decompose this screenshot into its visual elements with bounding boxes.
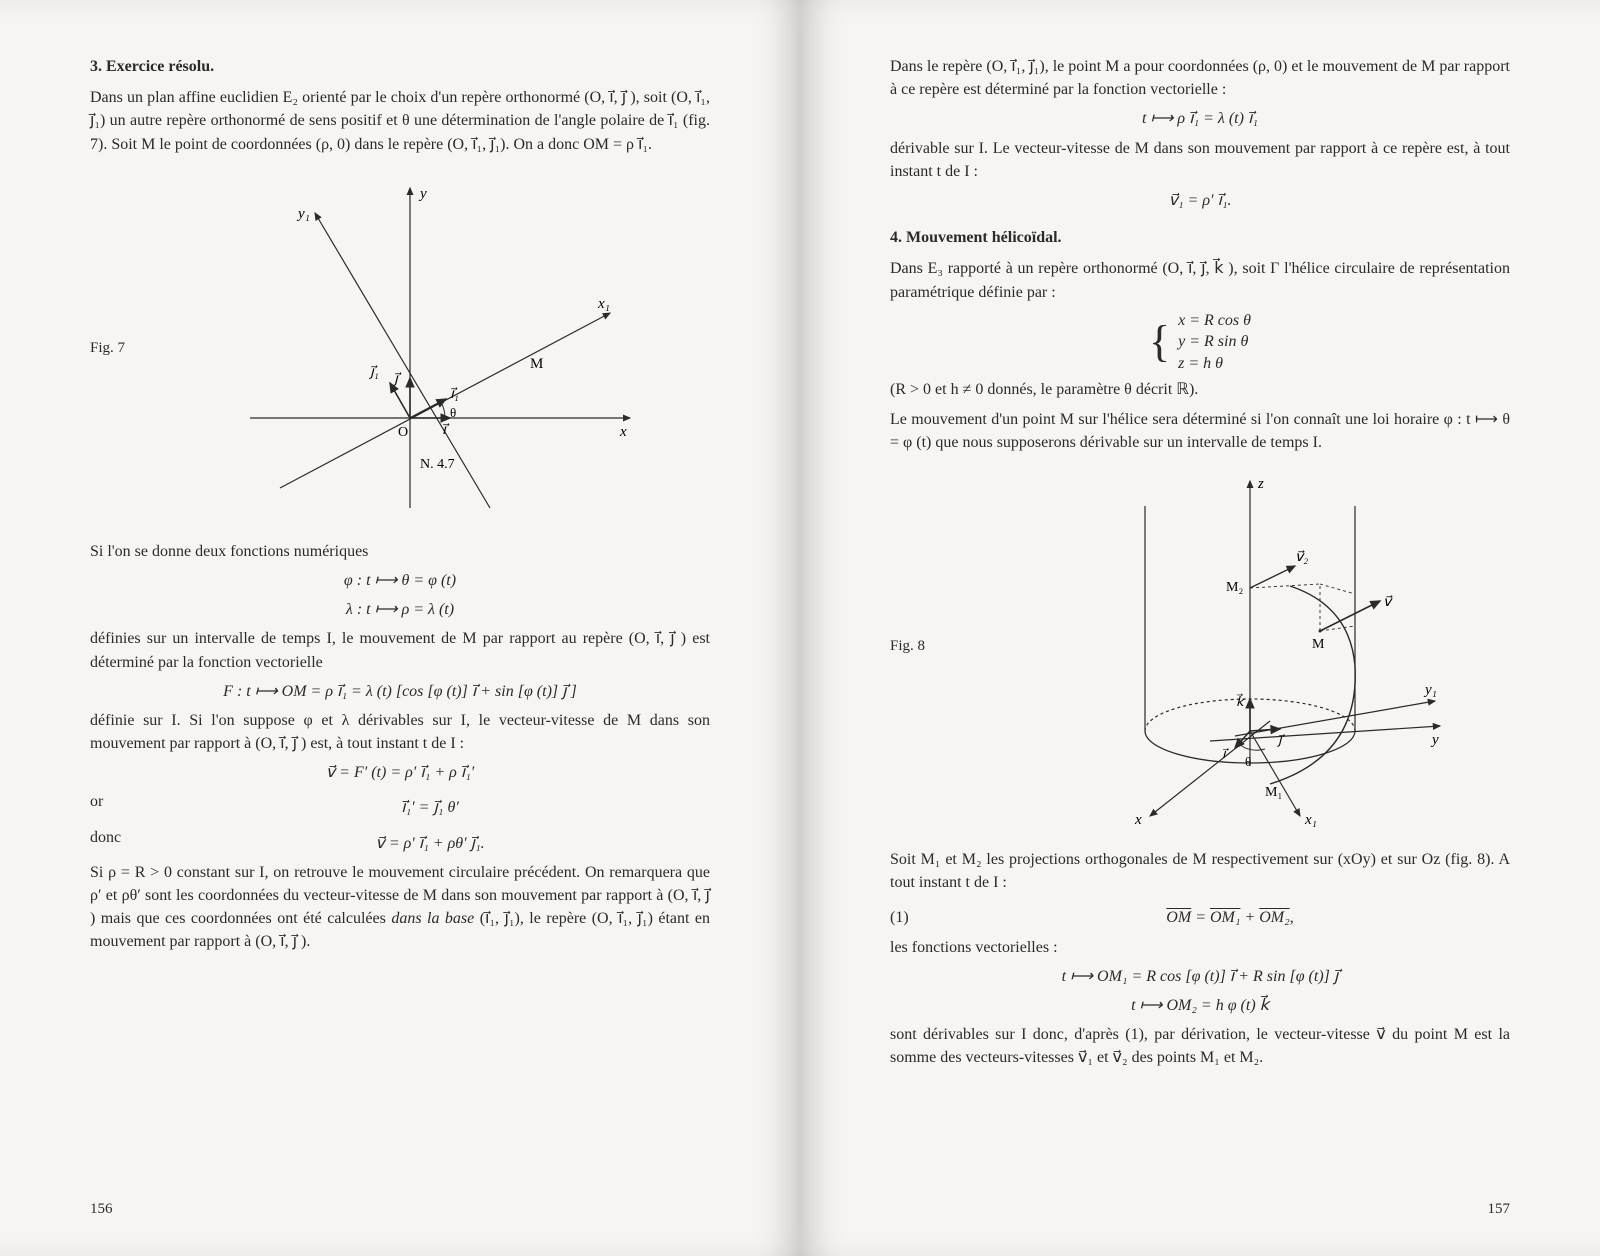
right-p4: (R > 0 et h ≠ 0 donnés, le paramètre θ d… — [890, 378, 1510, 401]
svg-text:k⃗: k⃗ — [1236, 694, 1246, 709]
left-p2: Si l'on se donne deux fonctions numériqu… — [90, 540, 710, 563]
or-label: or — [90, 790, 150, 825]
svg-text:M₁: M₁ — [1265, 785, 1282, 800]
right-p7: les fonctions vectorielles : — [890, 936, 1510, 959]
eq-F: F : t ⟼ OM = ρ i⃗₁ = λ (t) [cos [φ (t)] … — [90, 680, 710, 703]
section-4-title: 4. Mouvement hélicoïdal. — [890, 226, 1510, 249]
svg-text:j⃗: j⃗ — [1277, 732, 1285, 747]
eq-tag-1: (1) — [890, 906, 950, 929]
right-p2: dérivable sur I. Le vecteur-vitesse de M… — [890, 137, 1510, 183]
left-p1: Dans un plan affine euclidien E₂ orienté… — [90, 86, 710, 156]
figure-7: Fig. 7 y x x₁ y₁ O i⃗ j⃗ — [90, 168, 710, 528]
svg-text:y₁: y₁ — [1423, 682, 1437, 698]
system-eq: { x = R cos θ y = R sin θ z = h θ — [890, 310, 1510, 375]
page-right: Dans le repère (O, i⃗₁, j⃗₁), le point M… — [800, 0, 1600, 1256]
left-p4: définie sur I. Si l'on suppose φ et λ dé… — [90, 709, 710, 755]
svg-text:θ: θ — [450, 405, 456, 420]
page-num-left: 156 — [90, 1199, 113, 1221]
figure-8: Fig. 8 z y x y₁ — [890, 466, 1510, 836]
svg-text:y₁: y₁ — [296, 206, 310, 222]
right-eq5: t ⟼ OM₂ = h φ (t) k⃗ — [890, 994, 1510, 1017]
sys1: x = R cos θ — [1178, 310, 1251, 332]
eq-phi: φ : t ⟼ θ = φ (t) — [90, 569, 710, 592]
right-p1: Dans le repère (O, i⃗₁, j⃗₁), le point M… — [890, 55, 1510, 101]
svg-text:x₁: x₁ — [597, 296, 610, 312]
right-p6: Soit M₁ et M₂ les projections orthogonal… — [890, 848, 1510, 894]
sys2: y = R sin θ — [1178, 331, 1251, 353]
right-p5: Le mouvement d'un point M sur l'hélice s… — [890, 408, 1510, 454]
right-eq1: t ⟼ ρ i⃗₁ = λ (t) i⃗₁ — [890, 107, 1510, 130]
page-num-right: 157 — [1488, 1199, 1511, 1221]
svg-text:v⃗₂: v⃗₂ — [1295, 550, 1308, 565]
svg-text:θ: θ — [1245, 754, 1251, 769]
svg-text:x₁: x₁ — [1304, 812, 1317, 828]
right-p3: Dans E₃ rapporté à un repère orthonormé … — [890, 257, 1510, 303]
eq-lambda: λ : t ⟼ ρ = λ (t) — [90, 598, 710, 621]
svg-text:y: y — [418, 186, 427, 202]
svg-text:N. 4.7: N. 4.7 — [420, 457, 455, 472]
svg-text:M: M — [1312, 637, 1325, 652]
eq-vfinal: v⃗ = ρ′ i⃗₁ + ρθ′ j⃗₁. — [150, 832, 710, 855]
svg-text:i⃗: i⃗ — [442, 423, 449, 438]
left-p3: définies sur un intervalle de temps I, l… — [90, 627, 710, 673]
fig7-svg: y x x₁ y₁ O i⃗ j⃗ i⃗₁ j⃗₁ θ M — [220, 168, 650, 528]
svg-text:M: M — [530, 356, 543, 372]
svg-text:j⃗: j⃗ — [393, 372, 401, 387]
fig8-label: Fig. 8 — [890, 636, 925, 658]
right-eq4: t ⟼ OM₁ = R cos [φ (t)] i⃗ + R sin [φ (t… — [890, 965, 1510, 988]
svg-text:x: x — [619, 424, 627, 440]
svg-text:x: x — [1134, 812, 1142, 828]
eq-v: v⃗ = F′ (t) = ρ′ i⃗₁ + ρ i⃗₁′ — [90, 761, 710, 784]
right-eq2: v⃗₁ = ρ′ i⃗₁. — [890, 189, 1510, 212]
right-p8: sont dérivables sur I donc, d'après (1),… — [890, 1023, 1510, 1069]
right-eq3: OM = OM₁ + OM₂, — [950, 906, 1510, 929]
page-left: 3. Exercice résolu. Dans un plan affine … — [0, 0, 800, 1256]
left-p5em: dans la base — [391, 910, 474, 927]
svg-text:z: z — [1257, 476, 1264, 492]
fig8-svg: z y x y₁ x₁ j⃗ i⃗ k⃗ θ M₁ — [1040, 466, 1460, 836]
fig7-label: Fig. 7 — [90, 338, 125, 360]
svg-text:O: O — [398, 425, 408, 440]
section-3-title: 3. Exercice résolu. — [90, 55, 710, 78]
donc-label: donc — [90, 826, 150, 861]
left-p5: Si ρ = R > 0 constant sur I, on retrouve… — [90, 861, 710, 954]
svg-text:v⃗: v⃗ — [1383, 595, 1393, 610]
sys3: z = h θ — [1178, 353, 1251, 375]
svg-text:i⃗₁: i⃗₁ — [450, 387, 459, 402]
eq-i1p: i⃗₁′ = j⃗₁ θ′ — [150, 796, 710, 819]
svg-text:y: y — [1430, 732, 1439, 748]
svg-text:M₂: M₂ — [1226, 580, 1243, 595]
svg-text:j⃗₁: j⃗₁ — [369, 365, 379, 380]
